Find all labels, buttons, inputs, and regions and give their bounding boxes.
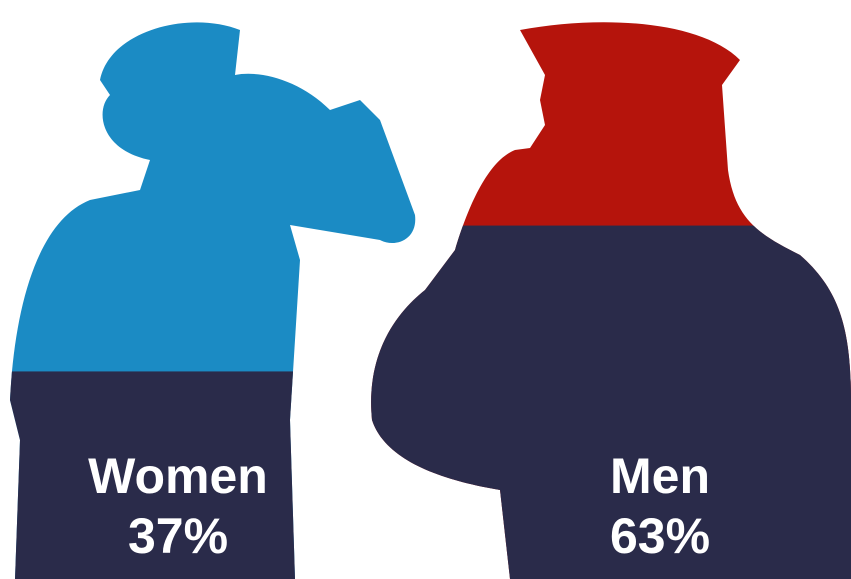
value-label: 37% xyxy=(128,508,228,564)
value-label: 63% xyxy=(610,508,710,564)
category-label: Men xyxy=(610,448,710,504)
fill-level xyxy=(365,226,851,579)
chart: Women37% Men63% xyxy=(0,0,851,579)
category-label: Women xyxy=(88,448,268,504)
